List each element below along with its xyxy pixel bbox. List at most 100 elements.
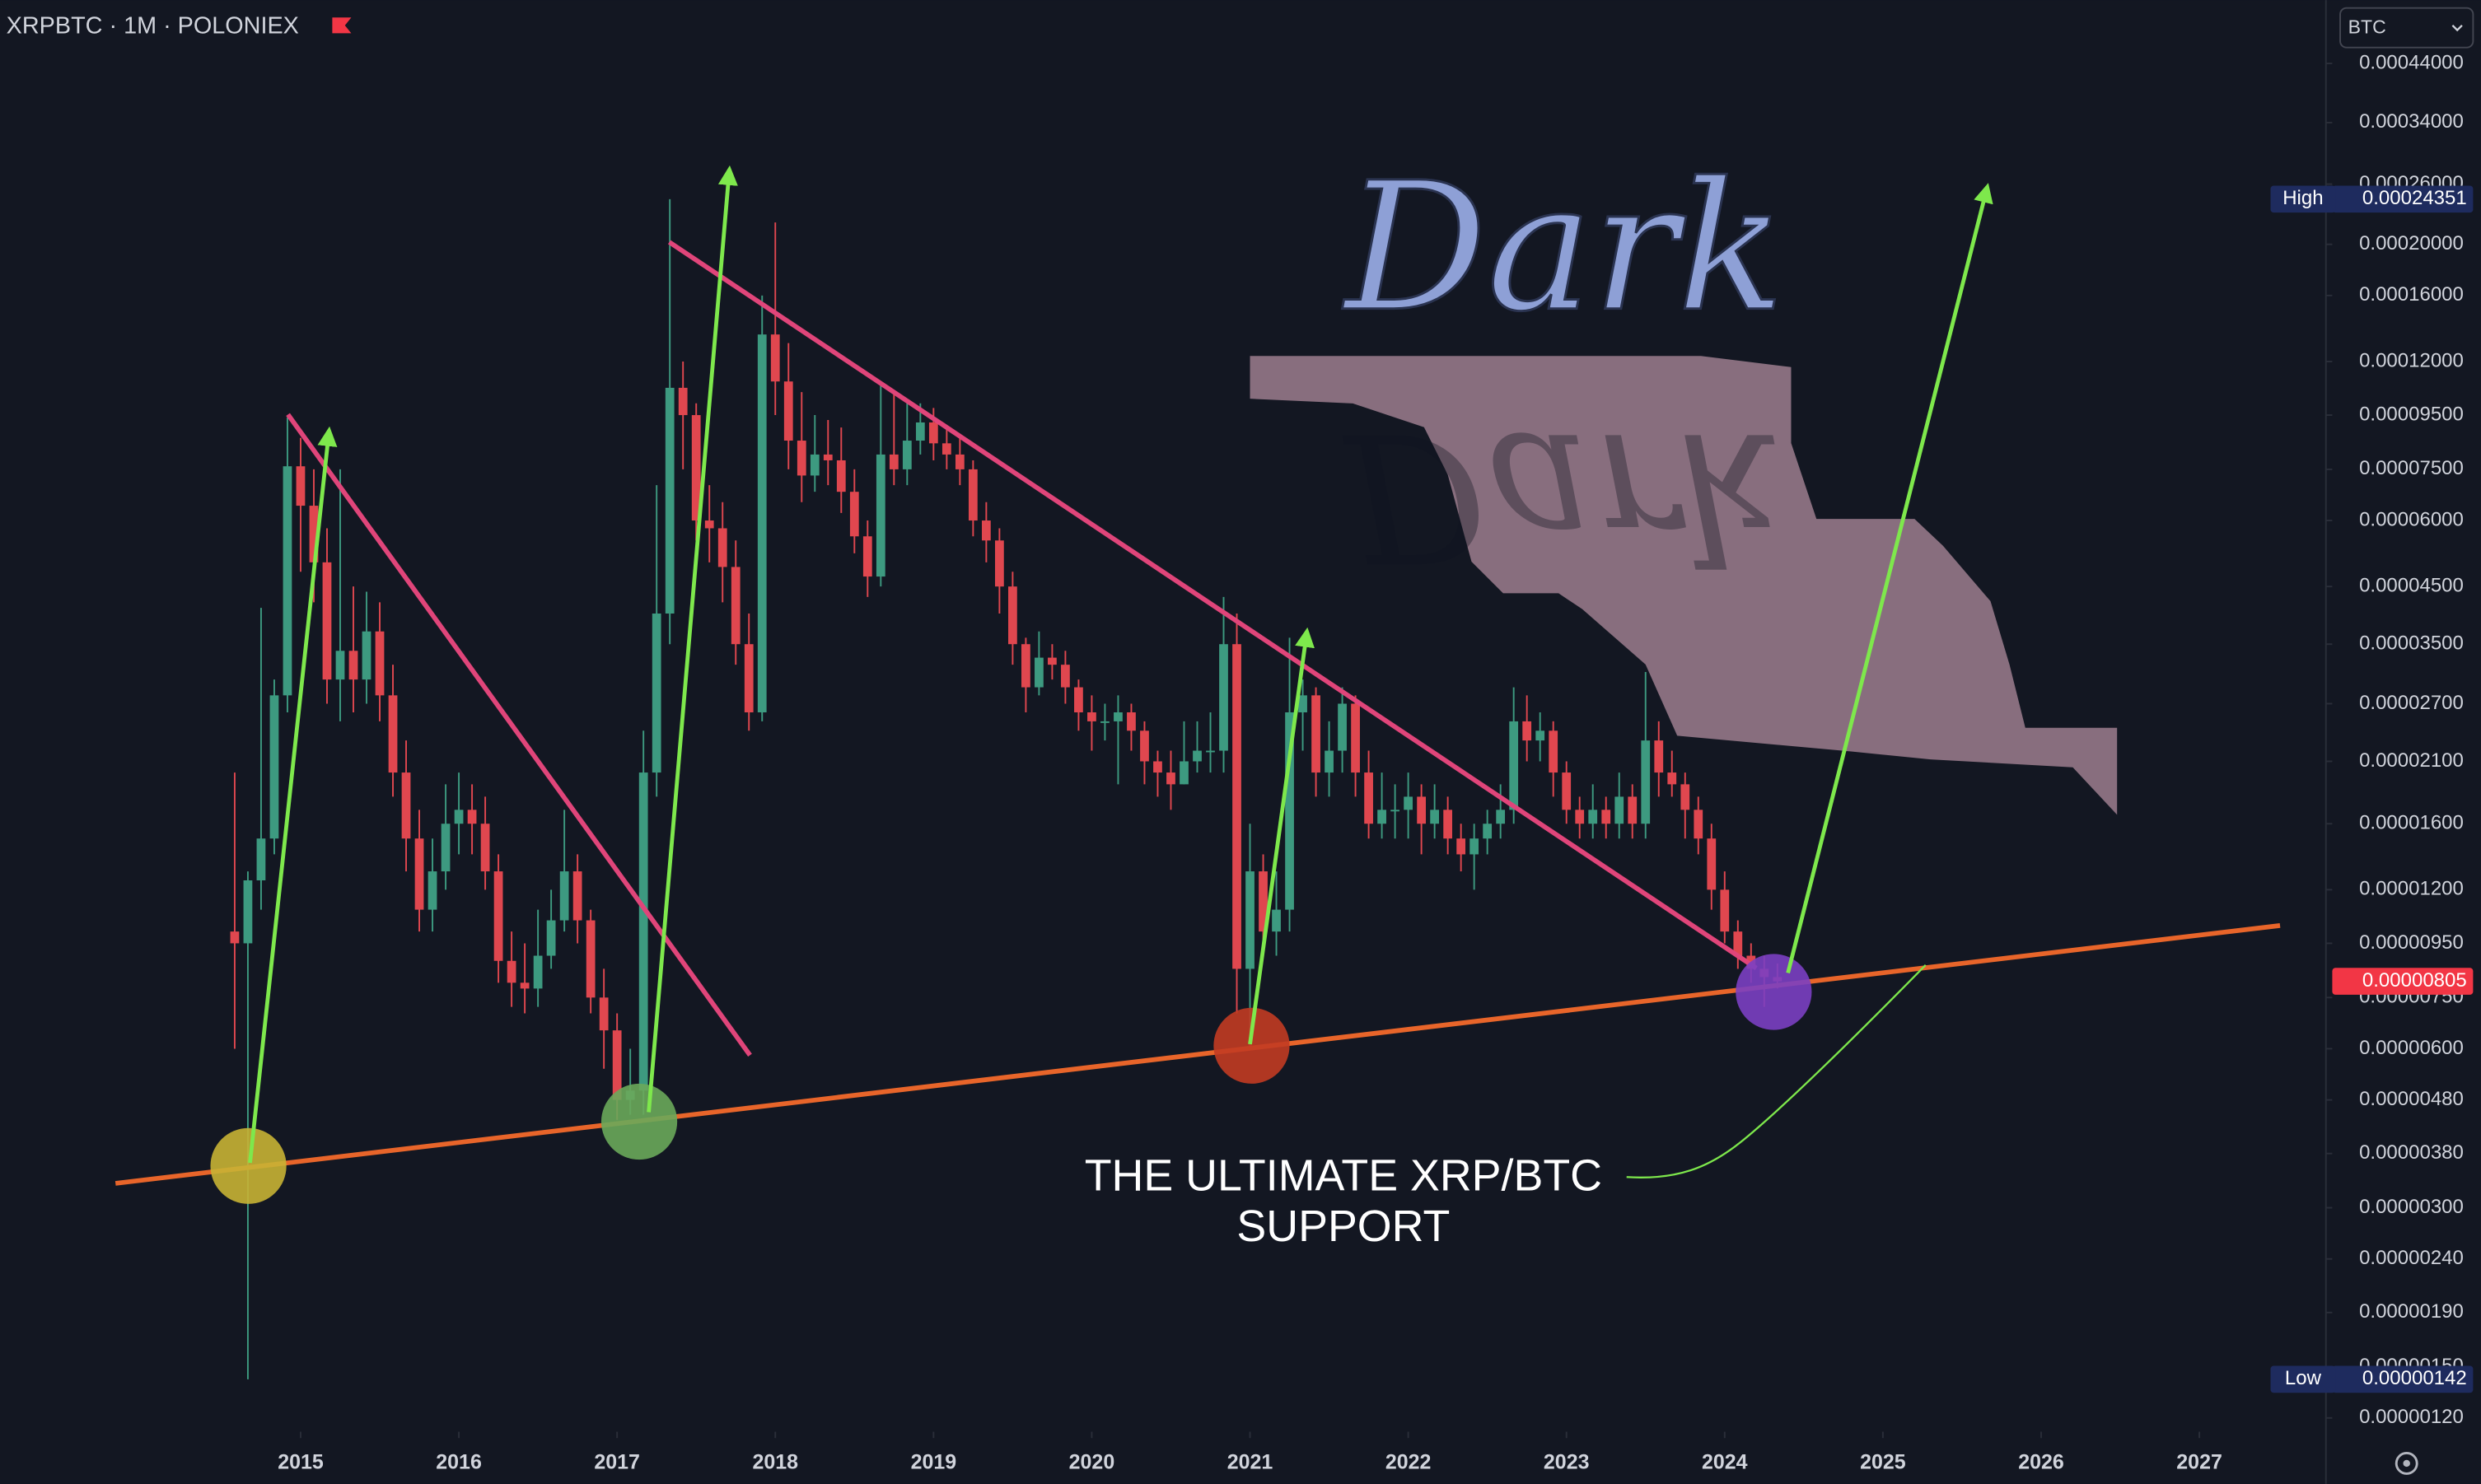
candle-body: [902, 441, 912, 469]
arrow: [1786, 183, 1993, 974]
candle-body: [731, 567, 741, 645]
candle-body: [1496, 810, 1506, 824]
candle-body: [1259, 871, 1268, 932]
candle-body: [572, 871, 582, 921]
highlight-circle: [600, 1083, 678, 1160]
candle-body: [915, 422, 925, 441]
cloud-drawing: [1250, 356, 2118, 815]
candle-body: [941, 443, 951, 455]
candle-body: [652, 613, 661, 773]
dropdown-box[interactable]: [2339, 7, 2474, 49]
y-tick-label: 0.00034000: [2359, 110, 2464, 133]
price-marker-label-box: [2270, 185, 2336, 213]
settings-button[interactable]: [2395, 1452, 2418, 1475]
candle-body: [862, 536, 872, 577]
y-tick-label: 0.00003500: [2359, 632, 2464, 655]
candle-body: [599, 997, 609, 1031]
candle-body: [1456, 838, 1466, 855]
candle-body: [638, 772, 648, 1091]
candle-body: [441, 824, 451, 872]
settings-icon-dot: [2403, 1459, 2410, 1468]
candle-body: [1575, 810, 1585, 824]
candle-body: [744, 644, 754, 712]
candle-body: [493, 871, 503, 961]
candle-body: [230, 931, 240, 944]
y-tick-label: 0.00000120: [2359, 1406, 2464, 1428]
x-tick-label: 2015: [278, 1451, 324, 1474]
candle-body: [1443, 810, 1453, 839]
candle-body: [968, 469, 978, 521]
candle-body: [1549, 730, 1558, 773]
candle-body: [520, 982, 530, 989]
candle-body: [1469, 838, 1479, 855]
candle-body: [388, 695, 398, 773]
candle-body: [1351, 703, 1360, 773]
candle-body: [335, 651, 345, 680]
candle-body: [1166, 772, 1175, 785]
candle-body: [309, 506, 319, 562]
watermark-reflection: Dark: [1342, 393, 1785, 600]
price-marker-label-box: [2270, 1365, 2336, 1393]
candle-body: [1390, 810, 1399, 812]
highlight-circle: [210, 1127, 287, 1204]
annotation-line: SUPPORT: [1236, 1202, 1450, 1251]
candle-body: [1694, 810, 1703, 839]
x-tick-label: 2024: [1702, 1451, 1748, 1474]
candle-body: [1628, 796, 1638, 824]
candle-body: [1100, 721, 1110, 723]
y-tick-label: 0.00009500: [2359, 403, 2464, 425]
arrow: [647, 165, 738, 1113]
candle-body: [1483, 824, 1493, 839]
watermark: Dark: [1342, 144, 1785, 351]
trendline: [286, 413, 752, 1057]
candle-body: [1430, 810, 1440, 824]
candle-body: [269, 695, 279, 839]
candle-body: [559, 871, 569, 921]
candle-body: [1522, 721, 1532, 741]
candle-body: [1021, 644, 1030, 688]
price-marker-value: 0.00000805: [2362, 969, 2467, 992]
candle-body: [401, 772, 411, 839]
candle-body: [1707, 838, 1717, 890]
candle-body: [296, 466, 306, 506]
candle-body: [348, 651, 358, 680]
candle-body: [283, 466, 292, 696]
support-line: [114, 922, 2281, 1186]
settings-icon[interactable]: [2395, 1452, 2418, 1475]
candle-body: [717, 528, 727, 567]
highlight-circle: [1213, 1007, 1290, 1084]
candle-body: [691, 415, 701, 521]
x-tick-label: 2022: [1385, 1451, 1432, 1474]
y-tick-label: 0.00007500: [2359, 457, 2464, 479]
candle-body: [928, 422, 938, 444]
candle-body: [1562, 772, 1572, 810]
candle-body: [1219, 644, 1228, 751]
candle-body: [1153, 761, 1162, 773]
candle-body: [1245, 871, 1255, 969]
candle-body: [612, 1030, 622, 1100]
y-tick-label: 0.00000190: [2359, 1300, 2464, 1323]
currency-dropdown[interactable]: BTC: [2339, 7, 2474, 49]
candle-body: [823, 454, 833, 460]
y-tick-label: 0.00000950: [2359, 931, 2464, 954]
price-marker-box: [2332, 1365, 2474, 1393]
candle-body: [1641, 740, 1651, 824]
candle-body: [797, 441, 806, 476]
candle-body: [375, 631, 385, 696]
candle-body: [1127, 712, 1136, 731]
candle-body: [586, 920, 596, 998]
candle-body: [1654, 740, 1664, 773]
dropdown-label[interactable]: BTC: [2348, 16, 2386, 38]
arrow: [1248, 627, 1315, 1045]
x-tick-label: 2021: [1227, 1451, 1273, 1474]
candle-body: [1377, 810, 1386, 824]
candle-body: [467, 810, 477, 824]
annotation-line: THE ULTIMATE XRP/BTC: [1085, 1150, 1602, 1200]
price-marker-label: Low: [2285, 1367, 2322, 1389]
arrow: [248, 426, 338, 1164]
chevron-icon: [2451, 25, 2463, 32]
candle-body: [836, 460, 846, 492]
x-tick-label: 2023: [1544, 1451, 1590, 1474]
candle-body: [1193, 750, 1202, 762]
